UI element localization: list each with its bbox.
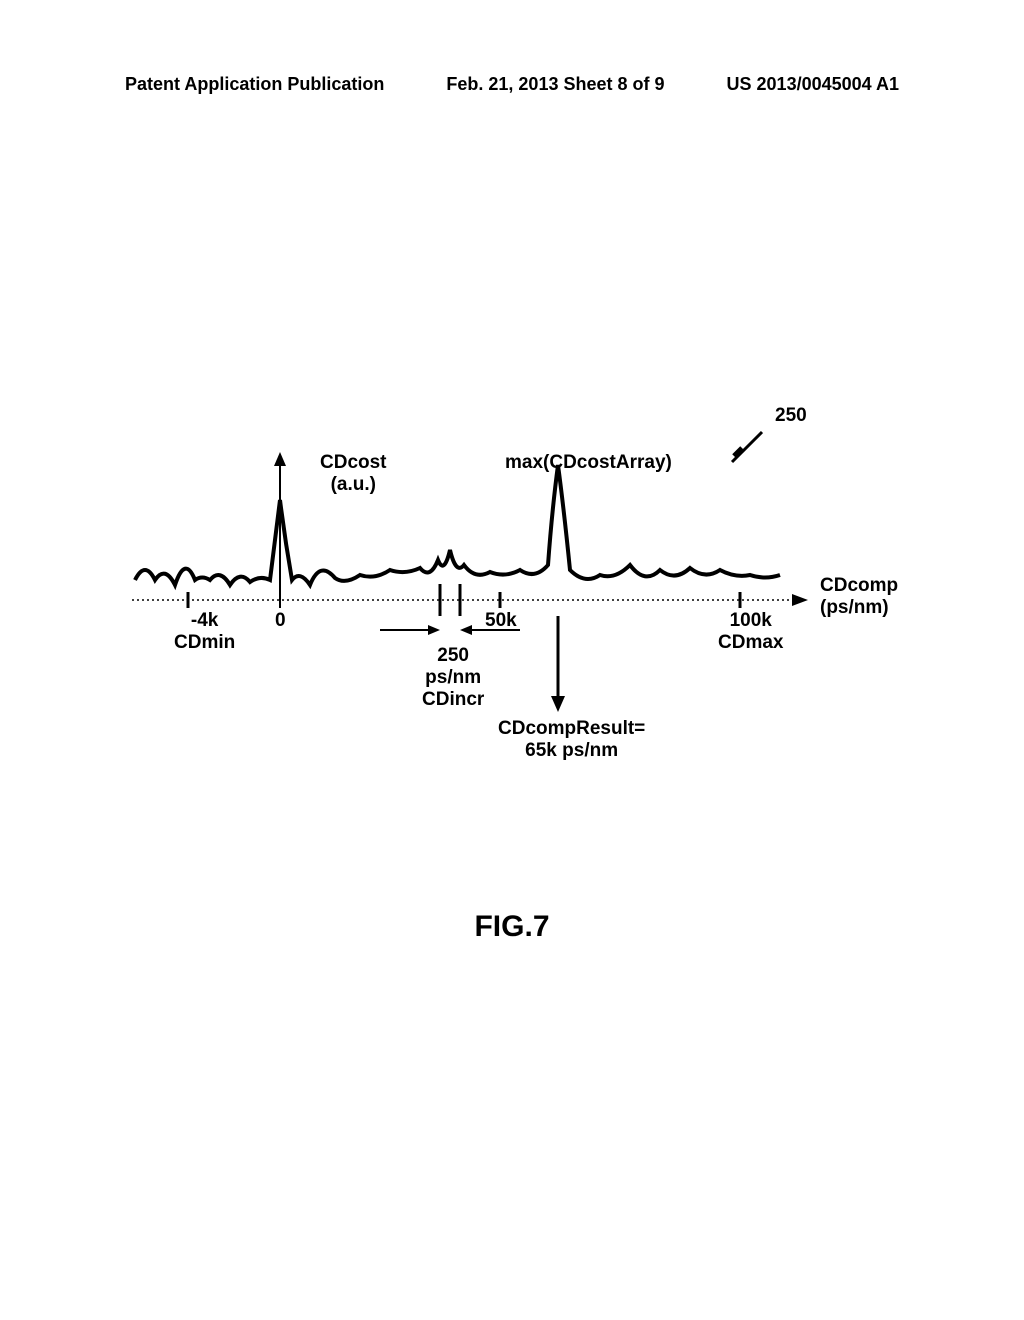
ref-indicator <box>732 432 762 462</box>
tick-label-zero: 0 <box>275 610 286 632</box>
page-header: Patent Application Publication Feb. 21, … <box>0 74 1024 95</box>
peak-label: max(CDcostArray) <box>505 452 672 474</box>
tick-label-50k: 50k <box>485 610 517 632</box>
header-patent-number: US 2013/0045004 A1 <box>727 74 899 95</box>
cost-curve <box>135 465 780 585</box>
tick-cdmax-label: CDmax <box>718 632 783 654</box>
x-axis-label-line2: (ps/nm) <box>820 597 898 619</box>
tick-minus4k-value: -4k <box>174 610 235 632</box>
ref-number: 250 <box>775 405 807 427</box>
header-date-sheet: Feb. 21, 2013 Sheet 8 of 9 <box>446 74 664 95</box>
incr-arrow-right-head <box>460 625 472 635</box>
x-axis-label-line1: CDcomp <box>820 575 898 597</box>
figure-diagram: CDcost (a.u.) CDcomp (ps/nm) 250 max(CDc… <box>120 420 900 820</box>
figure-caption: FIG.7 <box>0 910 1024 944</box>
x-axis-arrowhead <box>792 594 808 606</box>
header-publication: Patent Application Publication <box>125 74 384 95</box>
result-name: CDcompResult= <box>498 718 645 740</box>
result-value: 65k ps/nm <box>498 740 645 762</box>
tick-label-minus4k: -4k CDmin <box>174 610 235 654</box>
incr-label: 250 ps/nm CDincr <box>422 645 484 711</box>
y-axis-label: CDcost (a.u.) <box>320 452 387 496</box>
y-axis-label-line2: (a.u.) <box>320 474 387 496</box>
tick-cdmin-label: CDmin <box>174 632 235 654</box>
incr-unit: ps/nm <box>422 667 484 689</box>
incr-arrow-left-head <box>428 625 440 635</box>
tick-100k-value: 100k <box>718 610 783 632</box>
result-arrow-head <box>551 696 565 712</box>
x-axis-label: CDcomp (ps/nm) <box>820 575 898 619</box>
incr-name: CDincr <box>422 689 484 711</box>
tick-label-100k: 100k CDmax <box>718 610 783 654</box>
incr-value: 250 <box>422 645 484 667</box>
y-axis-arrowhead <box>274 452 286 466</box>
y-axis-label-line1: CDcost <box>320 452 387 474</box>
result-label: CDcompResult= 65k ps/nm <box>498 718 645 762</box>
